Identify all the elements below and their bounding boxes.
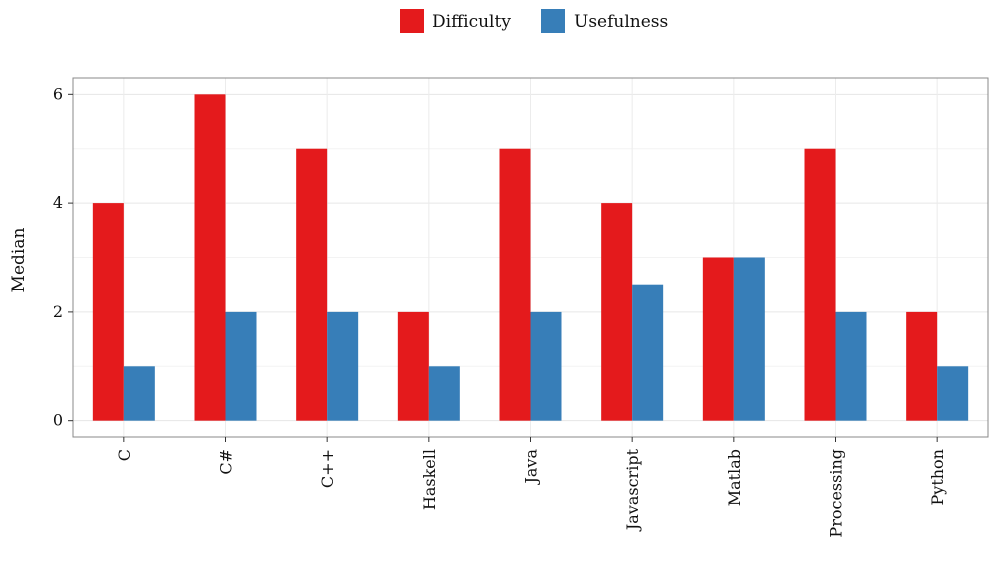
legend-swatch-usefulness	[541, 9, 565, 33]
y-tick-label: 4	[53, 193, 63, 212]
bar-usefulness-javascript	[632, 284, 664, 421]
bar-usefulness-c	[327, 311, 359, 421]
x-axis: C C# C++ Haskell Java Javascript Matlab Process…	[115, 437, 947, 538]
bar-usefulness-c	[225, 311, 257, 421]
bar-usefulness-python	[937, 366, 969, 421]
bar-usefulness-processing	[835, 311, 867, 421]
bar-usefulness-matlab	[733, 257, 765, 421]
x-tick-label: Javascript	[623, 448, 642, 532]
y-tick-label: 0	[53, 411, 63, 430]
y-tick-label: 6	[53, 84, 63, 103]
x-tick-label: Python	[928, 449, 947, 505]
bar-difficulty-haskell	[397, 311, 429, 421]
bar-difficulty-matlab	[702, 257, 734, 421]
bar-difficulty-c	[194, 94, 226, 421]
bar-difficulty-c	[92, 203, 124, 421]
legend-label-difficulty: Difficulty	[432, 12, 511, 32]
x-tick-label: C++	[318, 449, 337, 488]
legend-label-usefulness: Usefulness	[574, 12, 668, 32]
bar-usefulness-c	[123, 366, 155, 421]
x-tick-label: C#	[217, 449, 236, 475]
legend: Difficulty Usefulness	[400, 9, 668, 33]
legend-swatch-difficulty	[400, 9, 424, 33]
y-axis: 0 2 4 6	[53, 84, 73, 430]
bar-difficulty-c	[296, 148, 328, 421]
bars	[92, 94, 969, 421]
x-tick-label: Haskell	[420, 449, 439, 510]
bar-difficulty-processing	[804, 148, 836, 421]
x-tick-label: Processing	[827, 449, 846, 538]
bar-difficulty-java	[499, 148, 531, 421]
y-axis-title: Median	[9, 228, 29, 293]
bar-difficulty-python	[906, 311, 938, 421]
bar-difficulty-javascript	[601, 203, 633, 421]
bar-usefulness-haskell	[428, 366, 460, 421]
bar-usefulness-java	[530, 311, 562, 421]
x-tick-label: Java	[522, 449, 541, 486]
y-tick-label: 2	[53, 302, 63, 321]
x-tick-label: Matlab	[725, 449, 744, 506]
x-tick-label: C	[115, 449, 134, 461]
